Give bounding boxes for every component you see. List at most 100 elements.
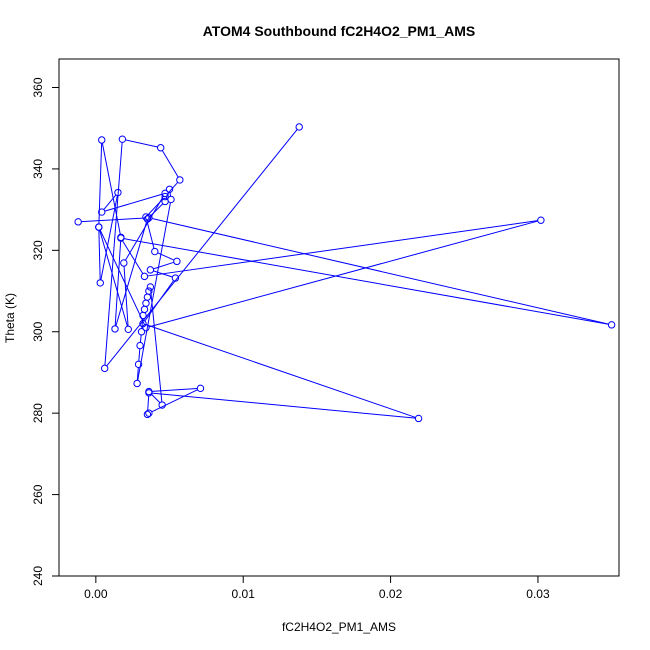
series-segment (98, 230, 101, 280)
series-segment (139, 334, 142, 343)
data-point (158, 401, 166, 409)
data-point (151, 247, 159, 256)
x-tick-label: 0.01 (232, 587, 256, 601)
data-point (139, 311, 147, 320)
x-tick-label: 0.03 (526, 587, 550, 601)
series-segment (122, 240, 144, 274)
series-segment (103, 194, 117, 210)
series-segment (151, 217, 609, 325)
data-point (117, 234, 125, 242)
series-segment (147, 220, 538, 277)
series-segment (147, 395, 150, 412)
data-point (143, 215, 152, 223)
data-point (161, 189, 169, 198)
data-point (171, 274, 180, 282)
data-point (414, 414, 423, 423)
series-segment (157, 252, 175, 261)
data-point (161, 197, 169, 206)
plot-frame (58, 58, 620, 577)
y-tick-label: 300 (31, 321, 45, 341)
y-tick-label: 340 (31, 159, 45, 179)
series-segment (98, 143, 103, 224)
data-point (136, 341, 144, 350)
data-point (165, 185, 174, 193)
series-segment (101, 143, 121, 235)
data-point (142, 213, 150, 221)
data-point (111, 325, 119, 333)
y-tick-label: 240 (31, 566, 45, 586)
data-point (134, 360, 143, 369)
data-point (137, 328, 146, 336)
data-point (607, 321, 616, 329)
series-segment (145, 324, 416, 418)
data-point (100, 364, 109, 373)
data-point (146, 283, 155, 291)
series-layer (74, 123, 616, 423)
series-segment (161, 150, 179, 178)
data-point (74, 218, 82, 226)
data-point (98, 136, 106, 144)
data-point (145, 387, 153, 396)
x-axis-label: fC2H4O2_PM1_AMS (282, 620, 396, 634)
data-point (118, 135, 127, 143)
data-point (295, 123, 303, 131)
data-point (196, 384, 205, 393)
data-point (142, 323, 150, 332)
series-segment (99, 230, 128, 327)
series-segment (136, 367, 139, 381)
x-tick-label: 0.02 (379, 587, 403, 601)
chart-title: ATOM4 Southbound fC2H4O2_PM1_AMS (203, 23, 476, 39)
y-tick-label: 320 (31, 240, 45, 260)
series-segment (138, 348, 141, 362)
data-point (156, 144, 165, 152)
series-segment (148, 220, 538, 328)
data-point (145, 214, 153, 222)
series-segment (123, 266, 129, 327)
series-segment (106, 129, 298, 367)
series-segment (81, 217, 146, 223)
series-segment (104, 142, 123, 366)
data-point (114, 188, 122, 197)
series-segment (150, 290, 163, 402)
series-segment (150, 393, 161, 404)
data-point (143, 410, 152, 419)
data-point (95, 223, 103, 231)
series-segment (99, 229, 146, 325)
data-point (176, 176, 184, 184)
series-segment (144, 280, 174, 322)
data-point (98, 208, 106, 216)
y-tick-label: 280 (31, 403, 45, 423)
data-point (133, 379, 141, 388)
series-segment (137, 202, 171, 381)
data-point (161, 192, 169, 201)
data-point (146, 266, 155, 274)
data-point (142, 299, 150, 307)
series-segment (152, 388, 198, 392)
data-point (537, 216, 545, 224)
series-segment (152, 392, 416, 419)
series-segment (153, 261, 175, 270)
series-segment (125, 195, 164, 261)
data-point (140, 305, 149, 314)
y-tick-label: 360 (31, 77, 45, 97)
data-point (145, 409, 153, 417)
data-point (120, 259, 128, 267)
y-axis: 240 260 280 300 320 340 360 (31, 77, 59, 586)
data-point (173, 257, 181, 266)
y-tick-label: 260 (31, 484, 45, 504)
series-segment (115, 221, 147, 326)
y-axis-label: Theta (K) (3, 293, 17, 343)
x-axis: 0.00 0.01 0.02 0.03 (84, 576, 550, 601)
data-point (124, 325, 132, 334)
series-segment (114, 240, 122, 326)
series-segment (100, 195, 118, 280)
series-segment (125, 139, 158, 148)
series-segment (149, 203, 164, 218)
x-tick-label: 0.00 (84, 587, 108, 601)
data-point (140, 272, 149, 281)
data-point (143, 293, 152, 301)
data-point (96, 279, 104, 287)
series-segment (151, 389, 198, 413)
series-segment (123, 238, 609, 325)
